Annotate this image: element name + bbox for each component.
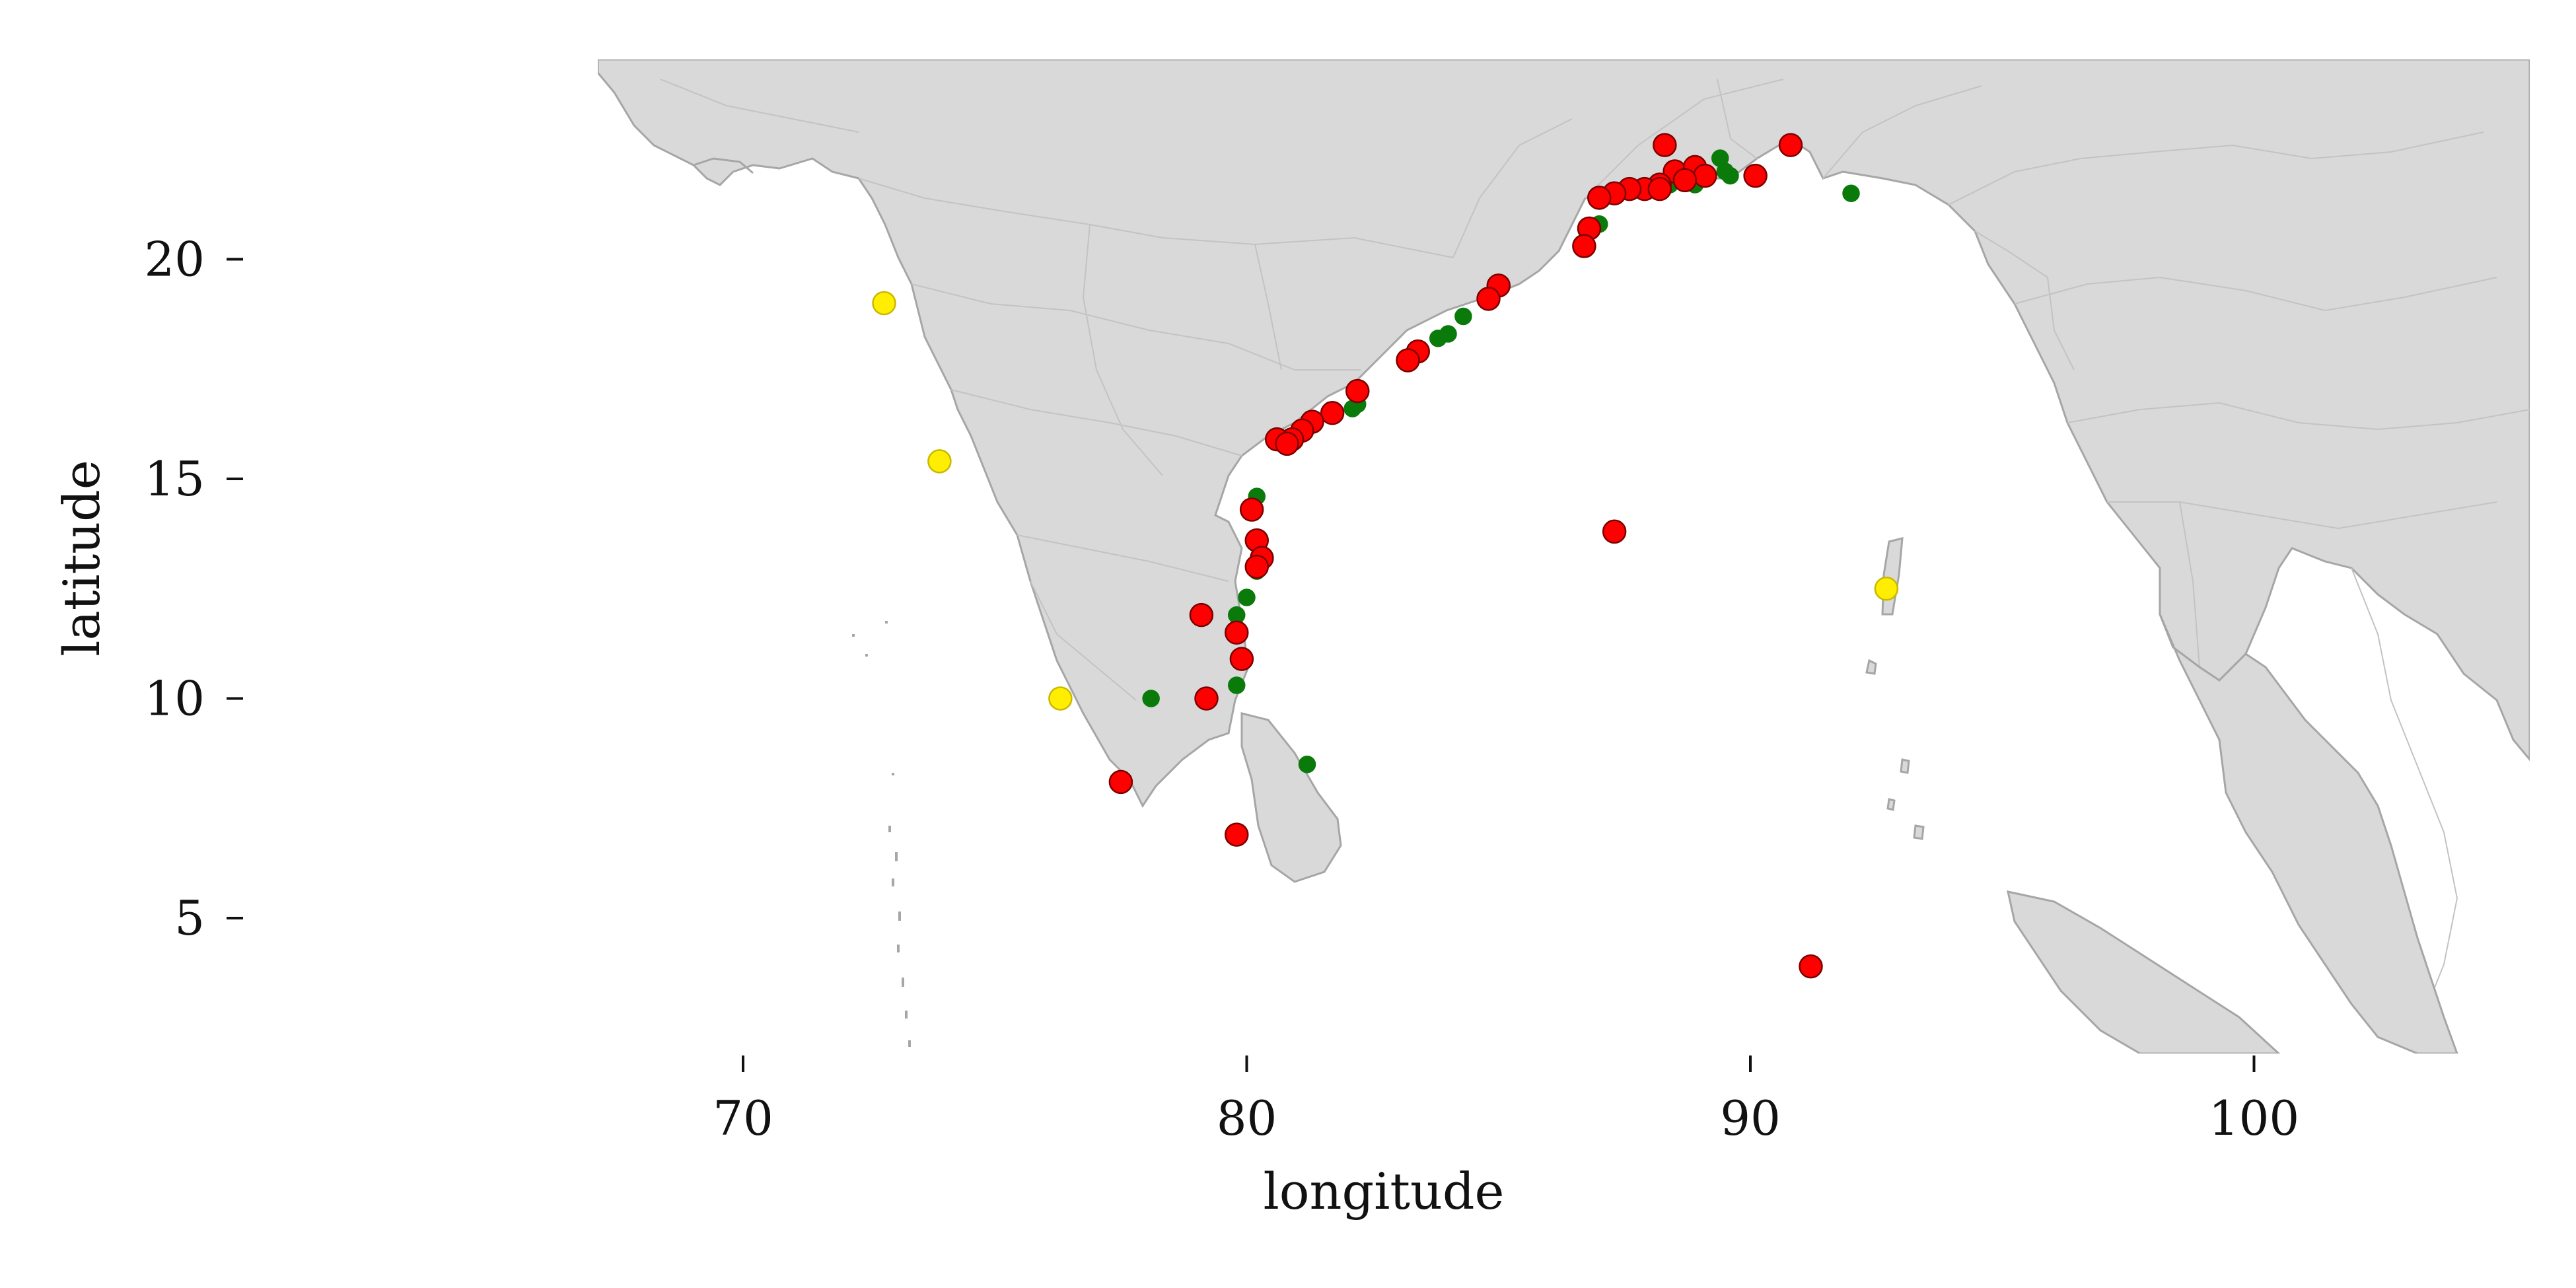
red-point xyxy=(1476,287,1501,311)
green-point xyxy=(1454,307,1472,326)
y-axis-label: latitude xyxy=(52,460,111,657)
x-tick-label: 80 xyxy=(1217,1091,1277,1146)
x-tick-label: 90 xyxy=(1720,1091,1781,1146)
red-point xyxy=(1572,234,1596,258)
red-point xyxy=(1396,348,1420,373)
red-point xyxy=(1244,554,1269,579)
x-tick-label: 100 xyxy=(2209,1091,2299,1146)
red-point xyxy=(1602,519,1627,544)
y-tick-label: 5 xyxy=(174,890,205,946)
data-points xyxy=(872,133,1899,979)
green-point xyxy=(1298,756,1316,773)
yellow-point xyxy=(872,291,896,316)
red-point xyxy=(1653,133,1677,157)
land-malay-peninsula xyxy=(2159,614,2458,1054)
red-point xyxy=(1108,769,1133,795)
red-point xyxy=(1225,620,1249,645)
red-point xyxy=(1225,822,1249,847)
green-point xyxy=(1721,166,1739,185)
red-point xyxy=(1189,602,1214,627)
y-tick-label: 10 xyxy=(144,671,205,727)
red-point xyxy=(1229,647,1254,671)
land-sumatra xyxy=(2007,890,2281,1054)
y-tick-label: 20 xyxy=(144,232,205,287)
yellow-point xyxy=(1048,686,1073,711)
yellow-point xyxy=(1874,577,1899,601)
green-point xyxy=(1142,690,1160,707)
green-point xyxy=(1228,676,1246,694)
land-sri-lanka xyxy=(1240,712,1342,883)
red-point xyxy=(1194,686,1219,711)
admin-borders xyxy=(660,79,2530,1031)
yellow-point xyxy=(927,449,952,474)
x-axis-label: longitude xyxy=(1263,1162,1504,1221)
green-point xyxy=(1429,329,1447,347)
red-point xyxy=(1778,133,1803,157)
red-point xyxy=(1647,176,1672,201)
basemap xyxy=(598,59,2530,1054)
red-point xyxy=(1275,431,1299,456)
land-gulf-detail xyxy=(693,157,754,174)
red-point xyxy=(1799,954,1823,979)
red-point xyxy=(1345,378,1370,404)
y-axis: 5 10 15 20 xyxy=(144,232,243,946)
red-point xyxy=(1587,186,1612,210)
land-maldives-lakshadweep xyxy=(852,621,911,1047)
green-point xyxy=(1842,184,1860,202)
red-point xyxy=(1693,163,1717,188)
red-point xyxy=(1672,168,1698,193)
red-point xyxy=(1320,401,1345,425)
red-point xyxy=(1239,497,1264,522)
x-axis: 70 80 90 100 xyxy=(713,1055,2299,1146)
red-point xyxy=(1743,163,1768,188)
green-point xyxy=(1238,589,1256,606)
y-tick-label: 15 xyxy=(144,451,205,507)
x-tick-label: 70 xyxy=(713,1091,773,1146)
